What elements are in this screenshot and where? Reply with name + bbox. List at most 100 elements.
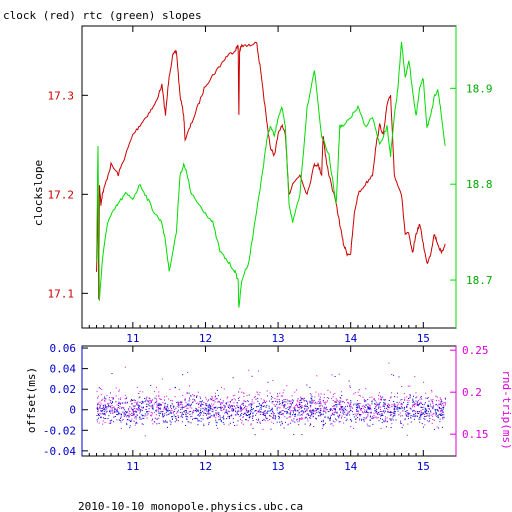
data-point-rnd-trip [165, 402, 166, 404]
data-point-rnd-trip [141, 406, 142, 408]
data-point-rnd-trip [103, 407, 105, 408]
top-plot-frame [81, 25, 457, 329]
data-point-rnd-trip [130, 400, 132, 402]
data-point-rnd-trip [263, 401, 265, 403]
data-point-rnd-trip [240, 409, 242, 411]
data-point-rnd-trip [185, 401, 187, 403]
data-point-offset [222, 422, 224, 423]
data-point-rnd-trip [273, 404, 275, 406]
data-point-rnd-trip [176, 419, 178, 421]
data-point-offset [142, 415, 144, 417]
data-point-offset [257, 405, 259, 407]
data-point-rnd-trip [323, 393, 325, 395]
data-point-offset [164, 420, 166, 422]
series-line-clock [96, 41, 446, 300]
data-point-offset [111, 402, 113, 404]
data-point-rnd-trip [320, 408, 322, 409]
data-point-rnd-trip [414, 406, 415, 408]
data-point-offset [190, 422, 192, 424]
data-point-offset [292, 399, 294, 401]
data-point-rnd-trip [332, 393, 334, 395]
top-y-ticks: 17.117.217.3 [48, 89, 88, 300]
data-point-offset [107, 418, 109, 419]
data-point-offset [334, 376, 336, 377]
data-point-rnd-trip [241, 391, 243, 393]
data-point-offset [306, 406, 308, 408]
data-point-rnd-trip [177, 415, 179, 417]
data-point-rnd-trip [338, 402, 340, 404]
data-point-offset [328, 397, 330, 399]
y-tick-label: 0 [69, 404, 76, 417]
data-point-rnd-trip [383, 404, 384, 406]
data-point-offset [412, 409, 414, 411]
data-point-offset [294, 409, 296, 411]
data-point-offset [426, 398, 428, 400]
data-point-offset [155, 410, 157, 412]
data-point-offset [268, 407, 270, 409]
data-point-rnd-trip [131, 403, 133, 405]
data-point-rnd-trip [155, 401, 157, 403]
data-point-offset [295, 410, 297, 412]
data-point-offset [159, 408, 161, 410]
data-point-rnd-trip [376, 413, 378, 414]
data-point-offset [99, 406, 101, 408]
data-point-rnd-trip [100, 416, 102, 418]
data-point-rnd-trip [326, 406, 327, 408]
data-point-offset [224, 405, 226, 407]
data-point-rnd-trip [149, 399, 151, 401]
data-point-offset [104, 407, 106, 409]
y2-tick-label: 0.2 [462, 386, 482, 399]
data-point-offset [248, 404, 250, 406]
x-tick-label: 14 [344, 332, 358, 345]
data-point-rnd-trip [138, 397, 140, 399]
data-point-offset [155, 410, 157, 412]
data-point-rnd-trip [158, 391, 160, 393]
data-point-offset [111, 419, 113, 421]
data-point-offset [97, 410, 99, 412]
data-point-rnd-trip [428, 421, 430, 423]
data-point-offset [311, 410, 313, 412]
data-point-rnd-trip [306, 409, 308, 411]
data-point-rnd-trip [133, 411, 135, 412]
data-point-offset [358, 389, 360, 391]
data-point-offset [424, 418, 426, 420]
data-point-offset [261, 411, 263, 413]
data-point-rnd-trip [319, 401, 321, 402]
data-point-rnd-trip [105, 409, 107, 411]
data-point-offset [383, 410, 385, 412]
data-point-offset [365, 417, 367, 419]
data-point-offset [117, 407, 119, 408]
data-point-rnd-trip [266, 400, 268, 402]
data-point-offset [112, 410, 114, 412]
data-point-rnd-trip [118, 401, 120, 403]
data-point-offset [139, 405, 141, 407]
data-point-rnd-trip [334, 401, 336, 402]
data-point-offset [414, 416, 416, 418]
data-point-rnd-trip [296, 405, 298, 407]
data-point-rnd-trip [413, 404, 415, 406]
y-tick-label: 0.02 [50, 383, 77, 396]
data-point-offset [223, 416, 224, 418]
data-point-offset [183, 406, 185, 408]
data-point-offset [229, 416, 231, 418]
data-point-offset [350, 400, 352, 402]
data-point-rnd-trip [421, 406, 422, 408]
data-point-offset [281, 401, 283, 403]
data-point-rnd-trip [105, 411, 107, 413]
data-point-offset [234, 405, 235, 407]
data-point-rnd-trip [301, 417, 303, 419]
data-point-offset [363, 406, 365, 408]
data-point-offset [420, 416, 422, 418]
data-point-offset [198, 404, 199, 406]
data-point-offset [271, 396, 272, 398]
data-point-offset [208, 423, 210, 425]
data-point-rnd-trip [433, 413, 435, 414]
data-point-offset [251, 408, 253, 410]
data-point-offset [250, 412, 251, 414]
data-point-rnd-trip [424, 424, 426, 426]
data-point-rnd-trip [263, 412, 265, 414]
data-point-offset [309, 402, 311, 404]
data-point-offset [285, 408, 287, 410]
data-point-rnd-trip [391, 404, 393, 406]
data-point-offset [428, 408, 430, 409]
